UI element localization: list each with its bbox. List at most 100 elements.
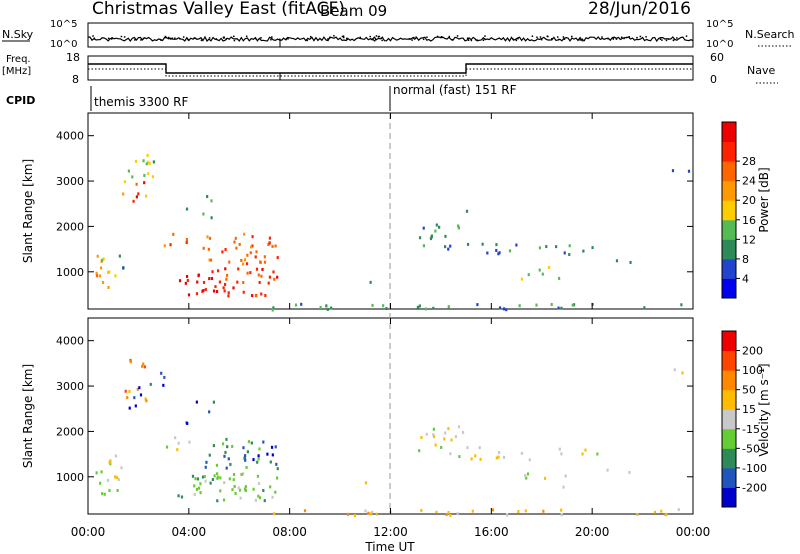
range-cell <box>231 488 234 492</box>
nsearch-point <box>271 36 273 38</box>
range-cell <box>256 460 259 464</box>
range-cell <box>178 279 182 283</box>
range-cell <box>673 368 676 372</box>
x-tick-label: 08:00 <box>272 525 307 539</box>
range-cell <box>176 448 179 452</box>
range-cell <box>418 236 422 240</box>
range-cell <box>202 246 205 250</box>
nsearch-point <box>628 36 631 38</box>
range-cell <box>199 491 202 495</box>
range-cell <box>267 243 270 247</box>
range-cell <box>466 446 469 450</box>
range-cell <box>212 444 216 448</box>
nsearch-point <box>415 36 417 38</box>
range-cell <box>303 509 307 513</box>
range-cell <box>615 259 619 263</box>
range-cell <box>218 280 222 284</box>
velocity-colorbar: 200 100 50 15 -15 -50 -100 -200 <box>721 330 767 508</box>
range-cell <box>247 440 251 444</box>
nsearch-point <box>484 35 486 37</box>
x-axis: 00:00 04:00 08:00 12:00 16:00 20:00 00:00 <box>71 113 710 539</box>
range-cell <box>207 247 210 251</box>
range-cell <box>246 450 249 454</box>
range-cell <box>210 276 214 280</box>
nsearch-point <box>123 36 126 38</box>
colorbar-segment <box>722 350 736 371</box>
range-cell <box>246 253 249 257</box>
nsearch-point <box>512 38 514 40</box>
range-cell <box>562 485 565 489</box>
range-cell <box>142 159 145 163</box>
range-cell <box>254 294 258 298</box>
range-cell <box>221 442 225 446</box>
colorbar-segment <box>722 467 736 488</box>
range-cell <box>450 438 453 442</box>
range-cell <box>234 236 237 240</box>
range-cell <box>208 277 211 281</box>
range-cell <box>425 432 428 436</box>
velocity-panel: 1000 2000 3000 4000 Slant Range [km] <box>21 317 694 517</box>
colorbar-tick-label: 8 <box>742 253 749 266</box>
nsky-label: N.Sky <box>2 28 34 41</box>
nsearch-point <box>551 38 553 40</box>
range-cell <box>422 244 426 248</box>
nsky-line <box>87 35 694 43</box>
range-cell <box>465 209 469 213</box>
range-cell <box>135 195 138 199</box>
range-cell <box>228 260 231 264</box>
range-cell <box>243 258 247 262</box>
nsky-panel <box>87 22 694 48</box>
range-cell <box>99 266 103 270</box>
range-cell <box>257 481 261 485</box>
range-cell <box>185 237 188 241</box>
cpid-label: CPID <box>6 94 35 107</box>
range-cell <box>275 476 279 480</box>
colorbar-segment <box>722 428 736 449</box>
nsearch-point <box>583 39 586 42</box>
range-cell <box>163 244 166 248</box>
range-cell <box>660 509 663 513</box>
colorbar-tick-label: 12 <box>742 233 756 246</box>
range-cell <box>560 452 563 456</box>
power-frame <box>87 112 694 310</box>
range-cell <box>208 453 211 457</box>
range-cell <box>145 162 148 166</box>
range-cell <box>254 255 257 259</box>
range-cell <box>245 262 249 266</box>
x-axis-label: Time UT <box>364 540 415 554</box>
range-cell <box>202 212 205 216</box>
range-cell <box>172 232 175 236</box>
x-tick-label: 00:00 <box>71 525 106 539</box>
range-cell <box>444 234 447 238</box>
range-cell <box>186 421 189 425</box>
range-cell <box>95 274 99 278</box>
range-cell <box>271 308 274 312</box>
nsearch-point <box>309 35 312 38</box>
range-cell <box>108 270 111 274</box>
range-cell <box>239 496 242 500</box>
freq-label-2: [MHz] <box>2 66 31 77</box>
range-cell <box>208 236 212 240</box>
colorbar-tick-label: 28 <box>742 155 756 168</box>
nsearch-point <box>374 38 377 41</box>
range-cell <box>435 223 438 227</box>
range-cell <box>240 472 243 476</box>
range-cell <box>197 486 201 490</box>
range-cell <box>495 456 498 460</box>
range-cell <box>180 495 184 499</box>
range-cell <box>102 257 105 261</box>
range-cell <box>124 389 127 393</box>
power-yticks: 1000 2000 3000 4000 <box>56 130 693 279</box>
nsearch-point <box>164 35 167 38</box>
range-cell <box>224 267 227 271</box>
range-cell <box>571 303 574 307</box>
range-cell <box>95 471 98 475</box>
range-cell <box>505 308 508 312</box>
range-cell <box>420 436 423 440</box>
range-cell <box>263 255 266 259</box>
range-cell <box>185 207 189 211</box>
range-cell <box>276 275 279 279</box>
range-cell <box>272 512 276 516</box>
range-cell <box>268 275 272 279</box>
range-cell <box>145 399 148 403</box>
